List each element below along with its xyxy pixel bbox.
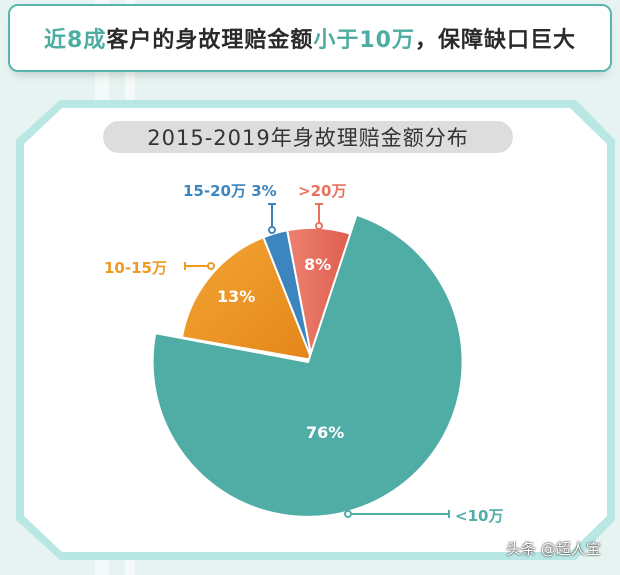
slice-10-15[interactable] bbox=[180, 236, 314, 362]
headline-text: ，保障缺口巨大 bbox=[414, 28, 576, 53]
label-10-15: 10-15万 bbox=[104, 259, 167, 277]
callout-lt10 bbox=[344, 510, 450, 518]
callout-10-15 bbox=[184, 262, 215, 270]
pct-lt10: 76% bbox=[306, 423, 345, 442]
callout-gt20 bbox=[315, 203, 323, 230]
headline-banner: 近8成 客户的身故理赔金额 小于10万 ，保障缺口巨大 bbox=[8, 4, 612, 72]
pct-10-15: 13% bbox=[217, 287, 256, 306]
slice-lt10[interactable] bbox=[151, 213, 464, 518]
label-gt20: >20万 bbox=[298, 182, 347, 200]
headline-highlight: 小于10万 bbox=[313, 28, 415, 53]
watermark: 头条 @超人宝 bbox=[506, 540, 601, 558]
callout-15-20 bbox=[268, 203, 276, 234]
headline-highlight: 近8成 bbox=[44, 28, 107, 53]
label-15-20: 15-20万 3% bbox=[183, 182, 277, 200]
pct-gt20: 8% bbox=[304, 255, 332, 274]
headline-text: 客户的身故理赔金额 bbox=[106, 28, 314, 53]
chart-title: 2015-2019年身故理赔金额分布 bbox=[103, 121, 513, 153]
label-lt10: <10万 bbox=[455, 507, 504, 525]
